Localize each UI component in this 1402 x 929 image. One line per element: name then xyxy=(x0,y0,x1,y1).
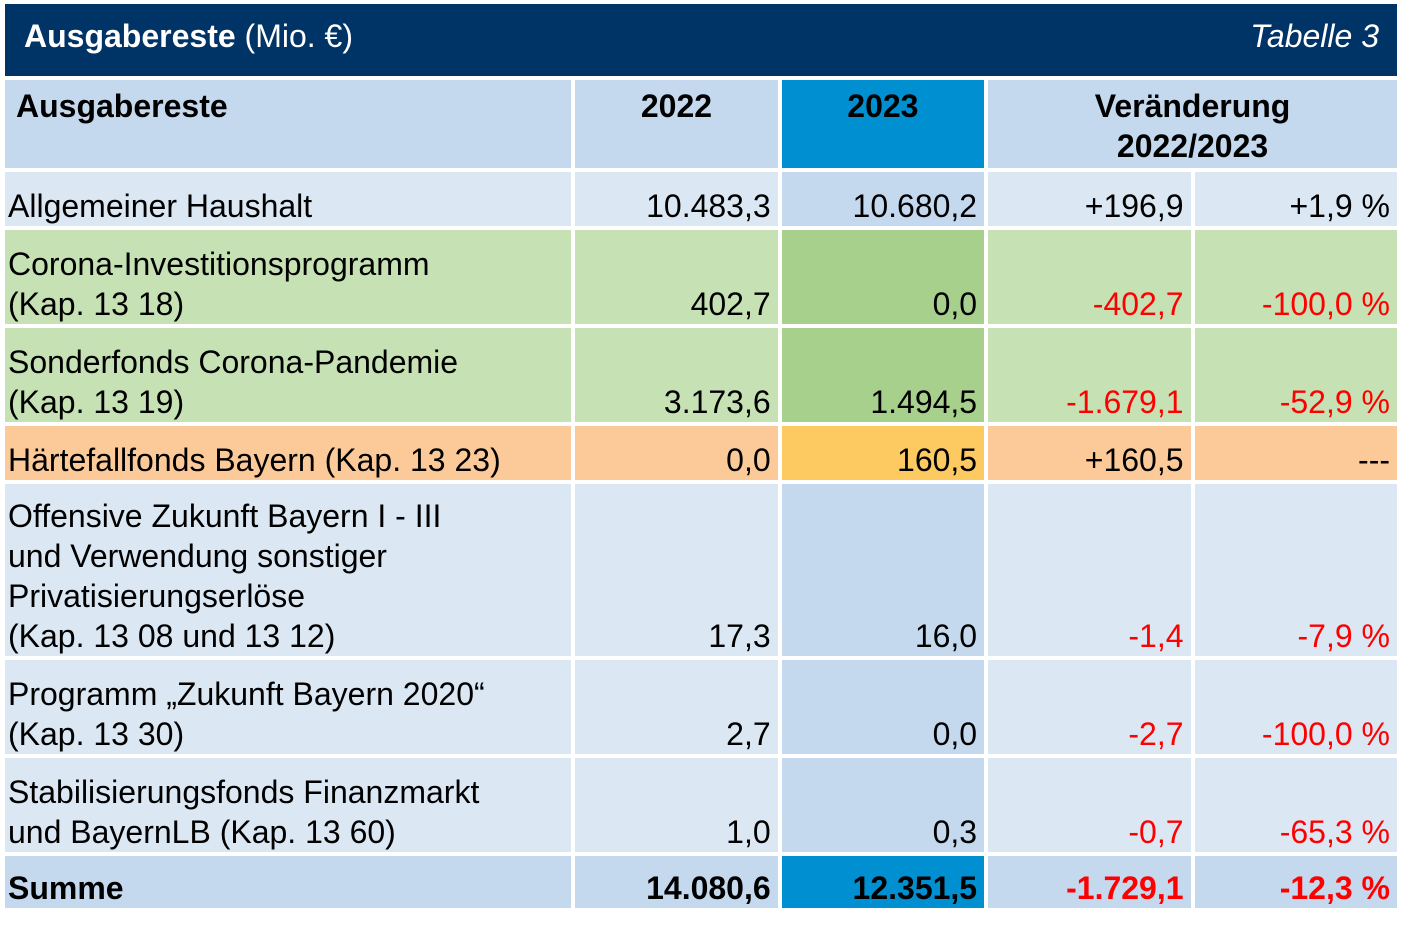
row-label-line: Privatisierungserlöse xyxy=(8,578,306,614)
total-row: Summe 14.080,6 12.351,5 -1.729,1 -12,3 % xyxy=(5,856,1397,908)
data-table: Ausgabereste 2022 2023 Veränderung 2022/2… xyxy=(1,76,1401,912)
table-body: Allgemeiner Haushalt 10.483,3 10.680,2 +196… xyxy=(5,172,1397,908)
row-label: Sonderfonds Corona-Pandemie (Kap. 13 19) xyxy=(5,328,572,422)
row-label-line: Sonderfonds Corona-Pandemie xyxy=(8,344,459,380)
row-label-line: Allgemeiner Haushalt xyxy=(8,188,313,224)
table-title: Ausgabereste (Mio. €) xyxy=(24,18,353,55)
table-row: Stabilisierungsfonds Finanzmarkt und Baye… xyxy=(5,758,1397,852)
table-header-row: Ausgabereste 2022 2023 Veränderung 2022/2… xyxy=(5,80,1397,168)
change-absolute: +196,9 xyxy=(988,172,1191,226)
value-2022: 3.173,6 xyxy=(575,328,778,422)
row-label-line: (Kap. 13 08 und 13 12) xyxy=(8,618,336,654)
value-2023: 16,0 xyxy=(781,484,985,656)
row-label-line: Härtefallfonds Bayern (Kap. 13 23) xyxy=(8,442,501,478)
header-year-2022: 2022 xyxy=(575,80,778,168)
change-absolute: -2,7 xyxy=(988,660,1191,754)
header-change-line2: 2022/2023 xyxy=(1116,128,1269,164)
table-row: Sonderfonds Corona-Pandemie (Kap. 13 19) 3… xyxy=(5,328,1397,422)
value-2023: 0,0 xyxy=(781,230,985,324)
header-year-2023: 2023 xyxy=(781,80,985,168)
table-container: Ausgabereste (Mio. €) Tabelle 3 Ausgaber… xyxy=(5,4,1397,912)
row-label-line: Offensive Zukunft Bayern I - III xyxy=(8,498,442,534)
header-change: Veränderung 2022/2023 xyxy=(988,80,1397,168)
value-2023: 0,3 xyxy=(781,758,985,852)
header-label: Ausgabereste xyxy=(5,80,572,168)
value-2022: 10.483,3 xyxy=(575,172,778,226)
change-absolute: +160,5 xyxy=(988,426,1191,480)
value-2022: 2,7 xyxy=(575,660,778,754)
value-2022: 1,0 xyxy=(575,758,778,852)
table-row: Allgemeiner Haushalt 10.483,3 10.680,2 +196… xyxy=(5,172,1397,226)
change-absolute: -1,4 xyxy=(988,484,1191,656)
row-label-line: (Kap. 13 19) xyxy=(8,384,185,420)
header-change-line1: Veränderung xyxy=(1094,88,1291,124)
table-title-main: Ausgabereste xyxy=(24,18,236,54)
change-percent: --- xyxy=(1194,426,1397,480)
change-percent: -7,9 % xyxy=(1194,484,1397,656)
value-2022: 402,7 xyxy=(575,230,778,324)
change-percent: -100,0 % xyxy=(1194,230,1397,324)
value-2023: 1.494,5 xyxy=(781,328,985,422)
row-label: Allgemeiner Haushalt xyxy=(5,172,572,226)
total-change-absolute: -1.729,1 xyxy=(988,856,1191,908)
value-2022: 17,3 xyxy=(575,484,778,656)
row-label-line: und BayernLB (Kap. 13 60) xyxy=(8,814,396,850)
row-label-line: Programm „Zukunft Bayern 2020“ xyxy=(8,676,485,712)
row-label: Corona-Investitionsprogramm (Kap. 13 18) xyxy=(5,230,572,324)
row-label: Programm „Zukunft Bayern 2020“ (Kap. 13 3… xyxy=(5,660,572,754)
row-label-line: (Kap. 13 18) xyxy=(8,286,185,322)
change-percent: -65,3 % xyxy=(1194,758,1397,852)
change-percent: +1,9 % xyxy=(1194,172,1397,226)
table-title-unit: (Mio. €) xyxy=(244,18,353,54)
change-absolute: -402,7 xyxy=(988,230,1191,324)
title-bar: Ausgabereste (Mio. €) Tabelle 3 xyxy=(5,4,1397,76)
table-number: Tabelle 3 xyxy=(1250,18,1379,54)
table-row: Offensive Zukunft Bayern I - III und Verw… xyxy=(5,484,1397,656)
change-percent: -52,9 % xyxy=(1194,328,1397,422)
change-percent: -100,0 % xyxy=(1194,660,1397,754)
total-change-percent: -12,3 % xyxy=(1194,856,1397,908)
row-label-line: (Kap. 13 30) xyxy=(8,716,185,752)
row-label-line: und Verwendung sonstiger xyxy=(8,538,387,574)
row-label: Stabilisierungsfonds Finanzmarkt und Baye… xyxy=(5,758,572,852)
value-2023: 0,0 xyxy=(781,660,985,754)
value-2023: 160,5 xyxy=(781,426,985,480)
change-absolute: -1.679,1 xyxy=(988,328,1191,422)
table-row: Härtefallfonds Bayern (Kap. 13 23) 0,0 160… xyxy=(5,426,1397,480)
total-2022: 14.080,6 xyxy=(575,856,778,908)
total-2023: 12.351,5 xyxy=(781,856,985,908)
row-label-line: Stabilisierungsfonds Finanzmarkt xyxy=(8,774,480,810)
value-2022: 0,0 xyxy=(575,426,778,480)
change-absolute: -0,7 xyxy=(988,758,1191,852)
row-label: Härtefallfonds Bayern (Kap. 13 23) xyxy=(5,426,572,480)
total-label: Summe xyxy=(5,856,572,908)
row-label: Offensive Zukunft Bayern I - III und Verw… xyxy=(5,484,572,656)
value-2023: 10.680,2 xyxy=(781,172,985,226)
row-label-line: Corona-Investitionsprogramm xyxy=(8,246,430,282)
table-row: Corona-Investitionsprogramm (Kap. 13 18) 4… xyxy=(5,230,1397,324)
table-row: Programm „Zukunft Bayern 2020“ (Kap. 13 3… xyxy=(5,660,1397,754)
